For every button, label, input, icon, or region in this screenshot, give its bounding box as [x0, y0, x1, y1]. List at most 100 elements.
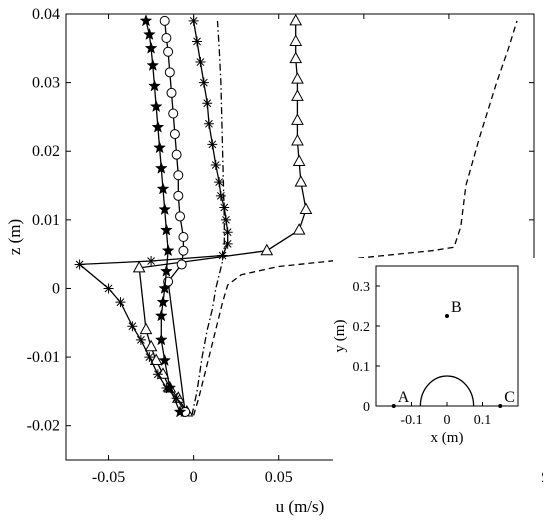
- x-tick-label: 0: [190, 469, 198, 486]
- series-4: [74, 15, 233, 417]
- triangle-marker: [156, 367, 170, 379]
- triangle-marker: [289, 51, 303, 64]
- point-c-marker: [498, 404, 503, 408]
- circle-marker: [163, 46, 174, 57]
- x-tick-label: 0.05: [265, 469, 293, 486]
- star-marker: [149, 99, 163, 113]
- asterisk-marker: [222, 227, 233, 238]
- triangle-marker: [294, 175, 308, 187]
- point-b-marker: [445, 314, 449, 318]
- star-marker: [160, 223, 173, 236]
- star-marker: [151, 120, 165, 133]
- inset-y-tick-label: 0: [363, 400, 370, 415]
- star-marker: [154, 333, 168, 346]
- point-a-label: A: [398, 389, 410, 406]
- asterisk-marker: [198, 77, 209, 88]
- asterisk-marker: [127, 321, 138, 332]
- triangle-marker: [289, 13, 303, 26]
- series-5: [159, 15, 191, 417]
- triangle-marker: [291, 133, 304, 146]
- asterisk-marker: [217, 250, 228, 261]
- triangle-marker: [291, 113, 304, 125]
- series-3: [132, 13, 313, 417]
- series-line: [192, 20, 518, 416]
- asterisk-marker: [135, 334, 146, 345]
- asterisk-marker: [146, 256, 157, 267]
- star-marker: [156, 295, 170, 308]
- y-tick-label: 0.02: [32, 143, 60, 160]
- inset-chart: -0.1 0 0.1 0 0.1 0.2 0.3 x (m) y (m) A B C: [332, 258, 542, 486]
- triangle-marker: [291, 89, 304, 101]
- asterisk-marker: [192, 36, 203, 47]
- star-marker: [158, 202, 172, 215]
- triangle-marker: [292, 154, 306, 167]
- inset-background: [333, 258, 542, 486]
- circle-marker: [164, 67, 175, 78]
- inset-x-tick-label: 0: [444, 413, 451, 428]
- point-a-marker: [391, 404, 396, 408]
- star-marker: [173, 405, 187, 418]
- asterisk-marker: [195, 57, 206, 68]
- circle-marker: [176, 259, 187, 270]
- circle-marker: [168, 108, 179, 119]
- star-marker: [158, 281, 172, 294]
- circle-marker: [169, 129, 180, 140]
- triangle-marker: [291, 72, 304, 84]
- star-marker: [158, 353, 172, 366]
- triangle-marker: [149, 353, 163, 366]
- triangle-marker: [260, 243, 274, 256]
- asterisk-marker: [214, 177, 225, 188]
- asterisk-marker: [215, 190, 226, 201]
- asterisk-marker: [115, 297, 126, 308]
- asterisk-marker: [220, 214, 231, 225]
- x-axis-label: u (m/s): [276, 497, 325, 516]
- asterisk-marker: [219, 202, 230, 213]
- triangle-marker: [132, 260, 146, 273]
- asterisk-marker: [202, 98, 213, 109]
- star-marker: [148, 79, 161, 92]
- circle-marker: [161, 33, 172, 44]
- point-c-label: C: [504, 389, 515, 406]
- star-marker: [154, 161, 168, 174]
- y-tick-label: 0.04: [32, 6, 60, 23]
- y-tick-label: 0: [52, 280, 60, 297]
- triangle-marker: [292, 223, 306, 235]
- circle-marker: [171, 149, 182, 160]
- asterisk-marker: [207, 139, 218, 150]
- star-marker: [163, 381, 177, 394]
- y-tick-label: -0.02: [27, 418, 60, 435]
- inset-y-tick-label: 0.2: [353, 320, 371, 335]
- triangle-marker: [299, 202, 313, 215]
- inset-x-tick-label: 0.1: [474, 413, 492, 428]
- inset-x-axis-label: x (m): [431, 430, 464, 446]
- x-tick-label: -0.05: [92, 469, 125, 486]
- series-1: [192, 20, 518, 416]
- series-line: [191, 20, 225, 416]
- asterisk-marker: [210, 159, 221, 170]
- star-marker: [139, 14, 153, 27]
- triangle-marker: [144, 339, 158, 352]
- y-tick-label: 0.03: [32, 75, 60, 92]
- circle-marker: [173, 170, 184, 181]
- main-chart: -0.0500.050.10.150.2-0.02-0.0100.010.020…: [5, 6, 544, 516]
- star-marker: [161, 243, 175, 257]
- series-line: [164, 20, 186, 413]
- cylinder-semicircle: [419, 375, 475, 407]
- star-marker: [153, 141, 166, 154]
- asterisk-marker: [171, 393, 182, 404]
- asterisk-marker: [74, 259, 85, 270]
- point-b-label: B: [451, 299, 462, 316]
- star-marker: [146, 58, 160, 71]
- inset-x-tick-label: -0.1: [400, 413, 422, 428]
- star-marker: [144, 41, 158, 54]
- star-marker: [160, 264, 173, 277]
- series-2: [191, 20, 225, 416]
- circle-marker: [166, 87, 177, 98]
- circle-marker: [175, 211, 186, 222]
- inset-y-tick-label: 0.3: [353, 280, 371, 295]
- y-tick-label: -0.01: [27, 349, 60, 366]
- star-marker: [156, 182, 170, 195]
- inset-y-tick-label: 0.1: [353, 360, 371, 375]
- series-line: [145, 20, 181, 413]
